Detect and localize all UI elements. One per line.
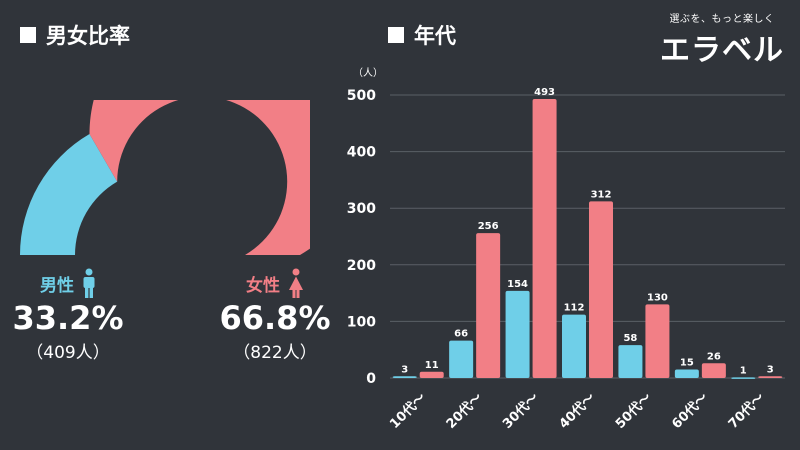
female-label: 女性 [246,275,280,296]
bar-male [618,345,643,378]
bar-value-label: 58 [623,333,637,344]
age-group-title: 年代 [388,20,456,50]
male-percent: 33.2% [12,299,124,337]
bar-value-label: 130 [647,292,668,303]
female-stat: 女性 66.8% （822人） [205,268,345,363]
bar-female [645,304,670,378]
bar-male [731,377,756,379]
bar-male [562,314,586,378]
x-category-label: 30代〜 [499,390,541,432]
gauge-slice-female [89,100,310,255]
male-person-icon [83,268,95,298]
bar-female [701,363,726,378]
male-stat: 男性 33.2% （409人） [0,268,138,363]
bar-male [674,369,699,378]
gender-gauge-chart [20,100,310,255]
y-tick-label: 400 [347,145,376,161]
bar-value-label: 3 [767,364,774,375]
bar-female [589,201,613,378]
bar-value-label: 3 [401,364,408,375]
square-bullet-icon [20,27,36,43]
bar-male [449,340,474,378]
bar-male [392,376,417,378]
bar-value-label: 256 [478,221,499,232]
y-tick-label: 200 [347,258,376,274]
bar-value-label: 1 [740,365,747,376]
bar-value-label: 312 [591,189,612,200]
age-group-bar-chart: （人） 0 100 200 300 400 500 3 11 10代〜 66 256 20代〜 154 49… [347,67,785,432]
y-axis-unit-label: （人） [353,67,383,79]
bar-value-label: 493 [534,87,555,98]
bar-value-label: 154 [507,279,528,290]
y-tick-label: 300 [347,201,376,217]
bar-value-label: 112 [564,303,585,314]
female-count: （822人） [233,343,317,363]
male-label: 男性 [40,275,74,296]
bar-female [419,371,444,378]
x-category-label: 50代〜 [612,390,654,432]
bar-value-label: 26 [707,351,721,362]
y-tick-label: 500 [347,88,376,104]
x-category-label: 40代〜 [556,390,598,432]
gender-ratio-title: 男女比率 [20,20,130,50]
bar-value-label: 15 [680,358,694,369]
bar-value-label: 66 [454,329,468,340]
bar-value-label: 11 [425,360,439,371]
y-tick-label: 100 [347,314,376,330]
brand-logo: 選ぶを、もっと楽しく エラベル [660,10,784,69]
bar-female [758,376,783,378]
bar-male [505,290,530,378]
female-percent: 66.8% [219,299,331,337]
x-category-label: 10代〜 [387,390,429,432]
x-category-label: 20代〜 [443,390,485,432]
gender-ratio-title-text: 男女比率 [46,24,130,48]
y-tick-label: 0 [366,371,376,387]
female-person-icon [289,268,303,298]
square-bullet-icon [388,27,404,43]
age-group-title-text: 年代 [414,24,456,48]
x-category-label: 60代〜 [669,390,711,432]
x-category-label: 70代〜 [725,390,767,432]
brand-tagline: 選ぶを、もっと楽しく [669,14,775,25]
bar-female [476,233,501,378]
gauge-slice-male [20,134,118,255]
bar-female [532,98,557,378]
male-count: （409人） [26,343,110,363]
brand-wordmark: エラベル [660,33,784,68]
